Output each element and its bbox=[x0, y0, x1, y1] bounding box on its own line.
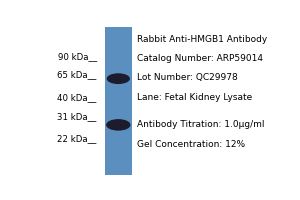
Text: 40 kDa__: 40 kDa__ bbox=[57, 93, 97, 102]
Ellipse shape bbox=[106, 119, 130, 131]
Ellipse shape bbox=[107, 73, 130, 84]
Text: Antibody Titration: 1.0μg/ml: Antibody Titration: 1.0μg/ml bbox=[137, 120, 265, 129]
Text: 65 kDa__: 65 kDa__ bbox=[57, 70, 97, 79]
Text: Lot Number: QC29978: Lot Number: QC29978 bbox=[137, 73, 238, 82]
Text: Gel Concentration: 12%: Gel Concentration: 12% bbox=[137, 140, 246, 149]
Text: 22 kDa__: 22 kDa__ bbox=[57, 134, 97, 143]
Text: Lane: Fetal Kidney Lysate: Lane: Fetal Kidney Lysate bbox=[137, 93, 253, 102]
Text: Rabbit Anti-HMGB1 Antibody: Rabbit Anti-HMGB1 Antibody bbox=[137, 35, 268, 44]
Text: 90 kDa__: 90 kDa__ bbox=[58, 52, 97, 61]
Text: 31 kDa__: 31 kDa__ bbox=[57, 112, 97, 121]
Text: Catalog Number: ARP59014: Catalog Number: ARP59014 bbox=[137, 54, 263, 63]
FancyBboxPatch shape bbox=[105, 27, 132, 175]
